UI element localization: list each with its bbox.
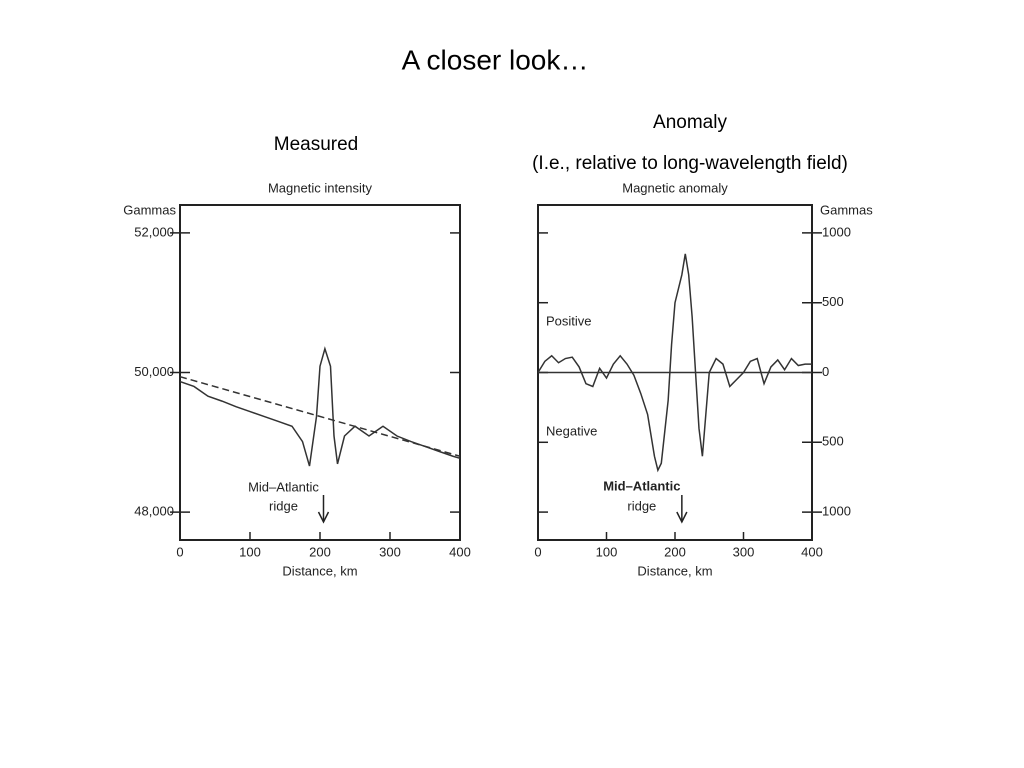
x-tick-label: 400 [801, 544, 823, 559]
annotation: ridge [627, 498, 656, 513]
y-axis-label: Gammas [820, 202, 873, 217]
y-tick-label: 52,000 [134, 224, 174, 239]
x-tick-label: 0 [534, 544, 541, 559]
x-tick-label: 400 [449, 544, 471, 559]
x-tick-label: 300 [379, 544, 401, 559]
right-caption: Anomaly [653, 112, 727, 133]
x-tick-label: 300 [733, 544, 755, 559]
x-axis-label: Distance, km [637, 563, 712, 578]
annotation: Mid–Atlantic [603, 478, 680, 493]
data-line [179, 346, 461, 467]
y-tick-label: 0 [822, 364, 829, 379]
x-tick-label: 200 [309, 544, 331, 559]
x-axis-label: Distance, km [282, 563, 357, 578]
annotation: Positive [546, 313, 592, 328]
x-tick-label: 0 [176, 544, 183, 559]
chart-title: Magnetic intensity [268, 180, 373, 195]
annotation: Negative [546, 423, 597, 438]
data-line [537, 253, 812, 473]
slide-title: A closer look… [402, 44, 589, 75]
data-line [179, 375, 461, 457]
x-tick-label: 100 [596, 544, 618, 559]
y-tick-label: 1000 [822, 504, 851, 519]
annotation: Mid–Atlantic [248, 479, 319, 494]
y-tick-label: 50,000 [134, 364, 174, 379]
y-tick-label: 1000 [822, 224, 851, 239]
annotation: ridge [269, 498, 298, 513]
y-axis-label: Gammas [123, 202, 176, 217]
chart-title: Magnetic anomaly [622, 180, 728, 195]
ridge-arrow-head [317, 511, 330, 524]
y-tick-label: 500 [822, 294, 844, 309]
y-tick-label: 48,000 [134, 504, 174, 519]
x-tick-label: 200 [664, 544, 686, 559]
x-tick-label: 100 [239, 544, 261, 559]
right-subcaption: (I.e., relative to long-wavelength field… [532, 153, 848, 174]
y-tick-label: 500 [822, 434, 844, 449]
ridge-arrow-head [676, 511, 688, 524]
left-caption: Measured [274, 134, 359, 155]
